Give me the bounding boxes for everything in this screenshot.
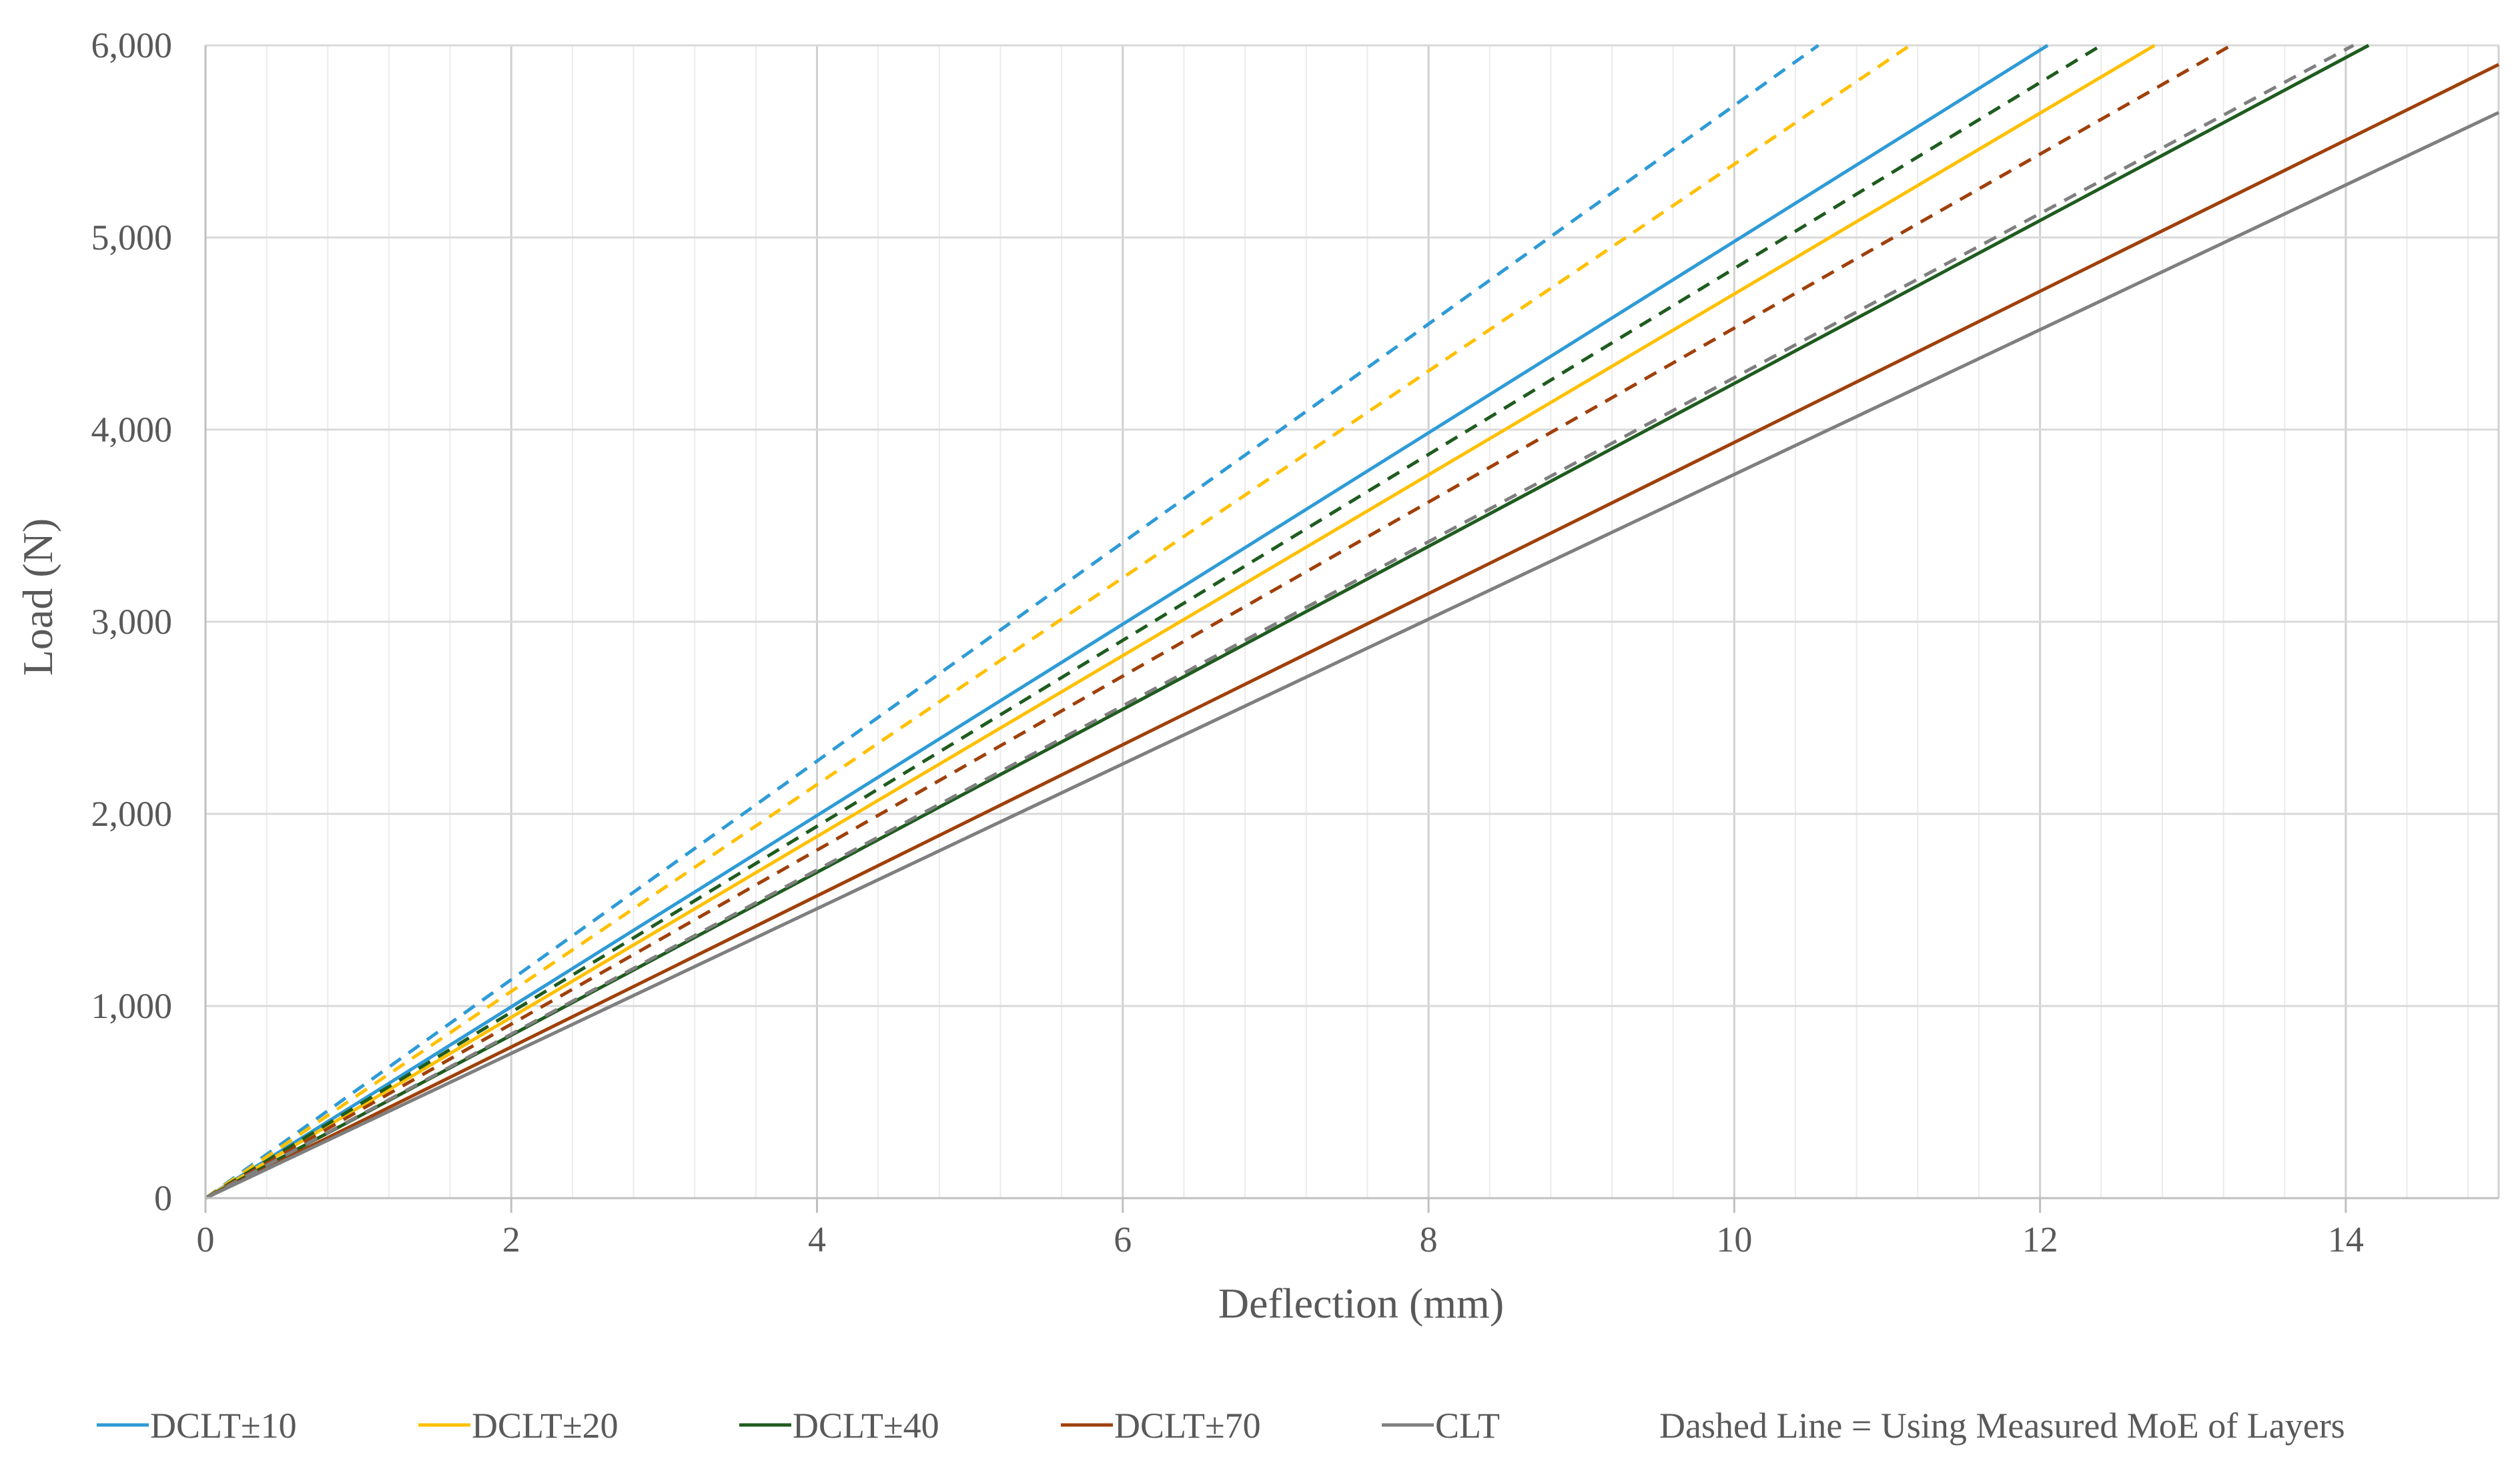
grid xyxy=(205,44,2500,1198)
series-line-dashed xyxy=(204,43,2355,1200)
series-line-dashed xyxy=(204,43,1819,1200)
legend-label: DCLT±40 xyxy=(793,1406,939,1446)
x-tick-label: 6 xyxy=(1114,1219,1132,1260)
y-tick-label: 6,000 xyxy=(91,25,173,65)
series-line-dashed xyxy=(204,43,2232,1200)
series-line xyxy=(204,111,2500,1200)
series-line xyxy=(204,43,2049,1200)
tick-labels: 0 2 4 6 8 10 12 14 0 1,000 2,000 3,000 4,000 5,000 6,0… xyxy=(91,25,2364,1260)
y-tick-label: 1,000 xyxy=(91,986,173,1026)
x-axis-title: Deflection (mm) xyxy=(1218,1280,1504,1327)
series-lines xyxy=(204,43,2500,1200)
x-tick-label: 0 xyxy=(197,1219,215,1260)
x-tick-label: 14 xyxy=(2328,1219,2364,1260)
series-line xyxy=(204,43,2156,1200)
y-axis-title: Load (N) xyxy=(14,518,61,676)
x-tick-label: 12 xyxy=(2022,1219,2058,1260)
x-tick-label: 8 xyxy=(1420,1219,1438,1260)
legend-label: DCLT±10 xyxy=(150,1406,297,1446)
series-line-dashed xyxy=(204,43,2102,1200)
legend-label: CLT xyxy=(1435,1406,1500,1446)
series-line xyxy=(204,63,2500,1200)
y-tick-label: 5,000 xyxy=(91,217,173,258)
legend-note: Dashed Line = Using Measured MoE of Laye… xyxy=(1659,1406,2345,1446)
x-tick-label: 10 xyxy=(1716,1219,1752,1260)
x-tick-label: 2 xyxy=(502,1219,520,1260)
legend: DCLT±10 DCLT±20 DCLT±40 DCLT±70 CLT xyxy=(97,1406,1500,1446)
legend-label: DCLT±70 xyxy=(1114,1406,1261,1446)
axes xyxy=(204,45,2499,1213)
y-tick-label: 2,000 xyxy=(91,794,173,834)
x-tick-label: 4 xyxy=(808,1219,826,1260)
y-tick-label: 4,000 xyxy=(91,410,173,450)
y-tick-label: 3,000 xyxy=(91,602,173,642)
y-tick-label: 0 xyxy=(154,1178,172,1218)
legend-label: DCLT±20 xyxy=(472,1406,618,1446)
series-line-dashed xyxy=(204,43,1912,1200)
